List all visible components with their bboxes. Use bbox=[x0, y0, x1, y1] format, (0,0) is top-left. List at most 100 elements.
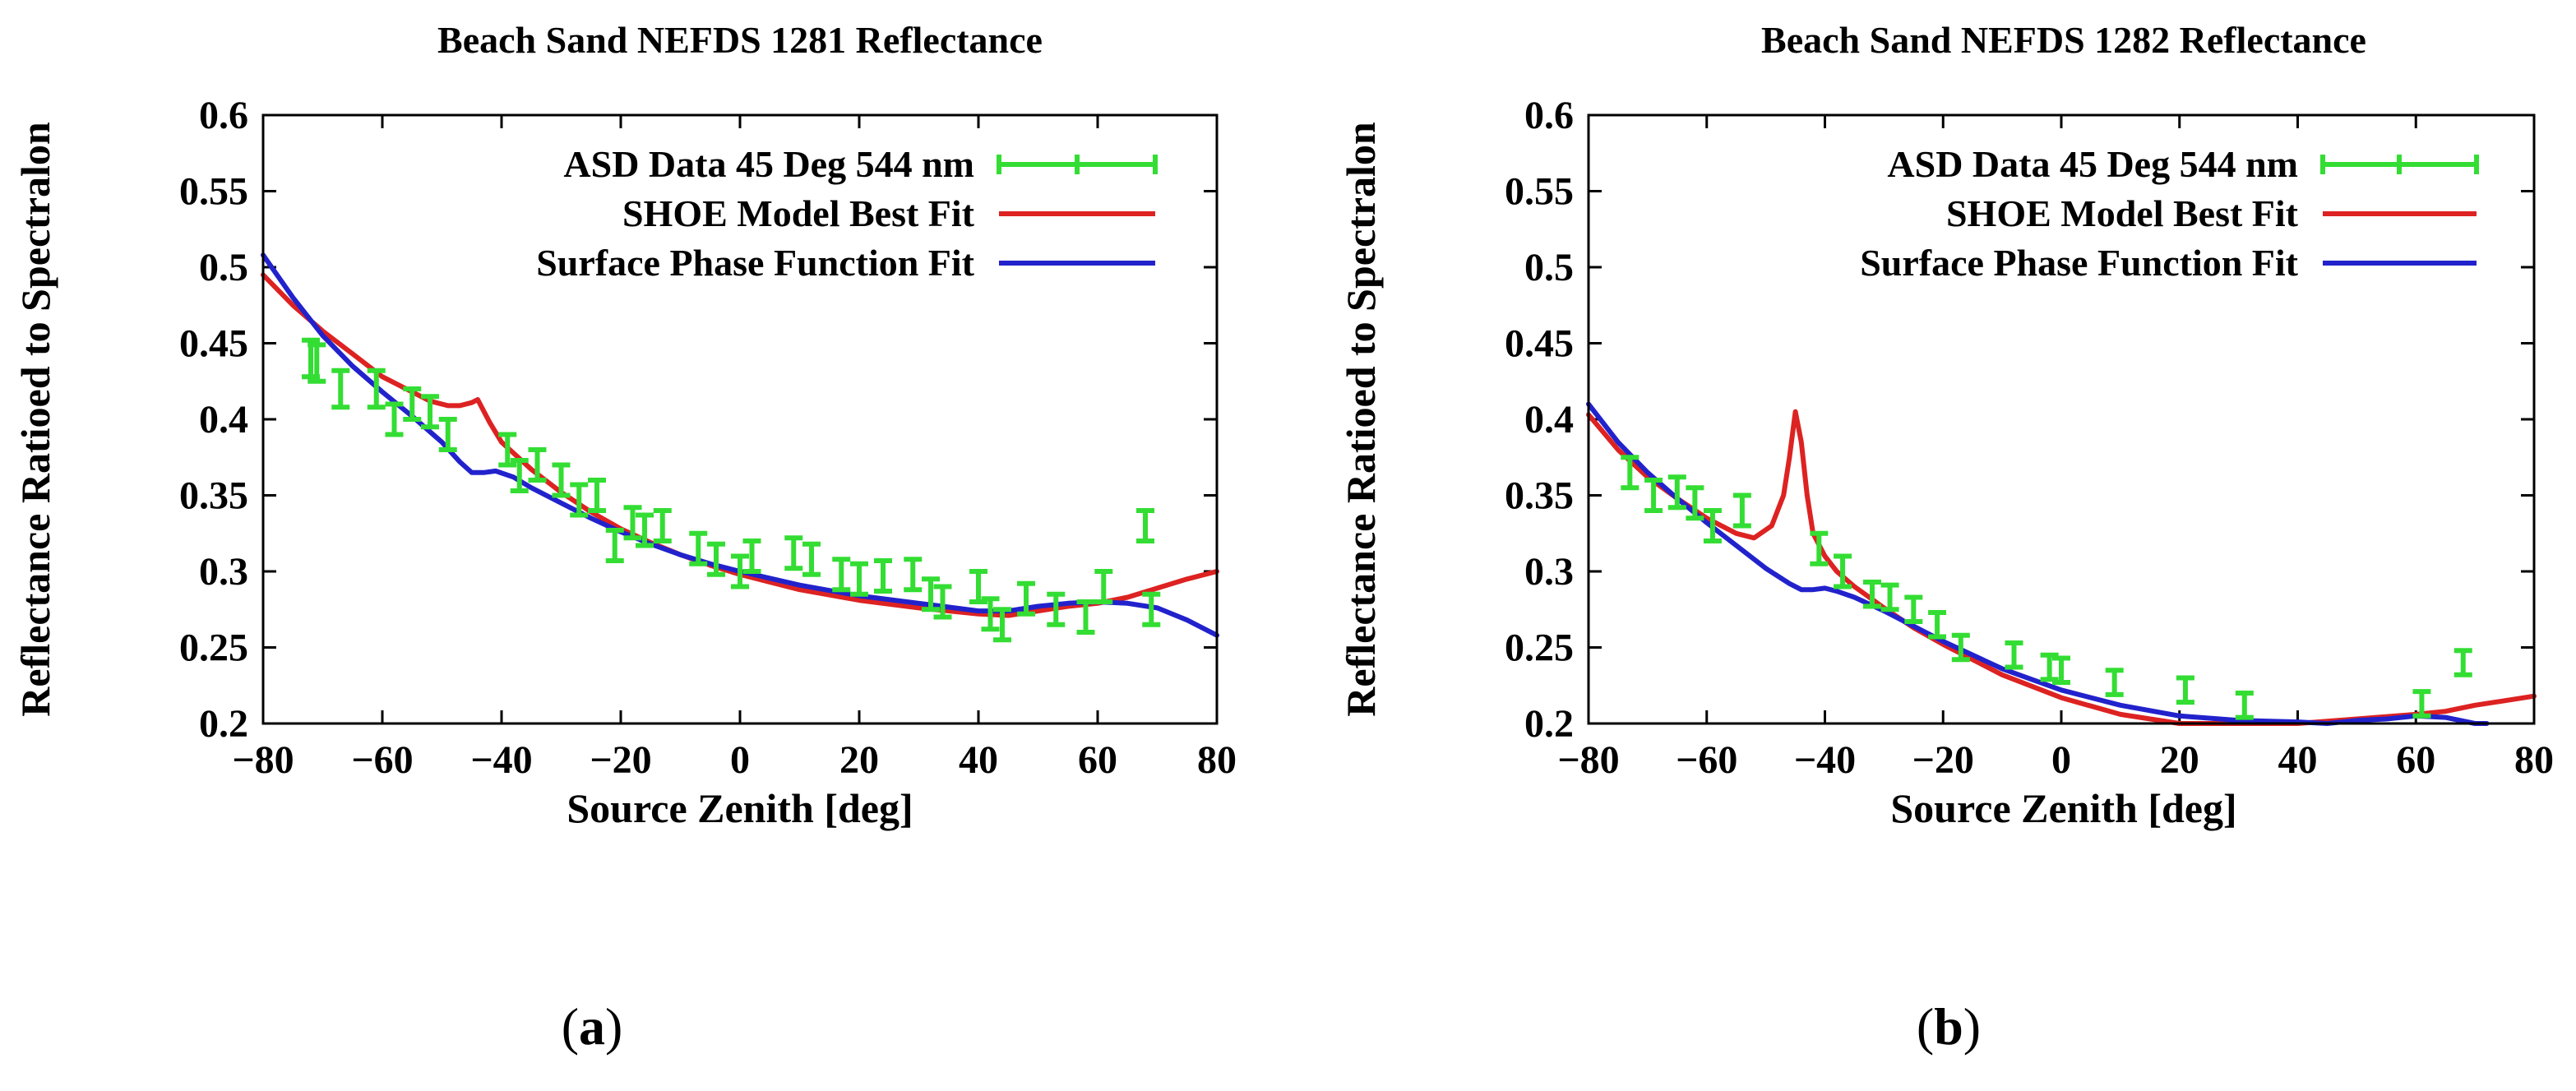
chart-a-asd-point bbox=[653, 508, 672, 543]
chart-a-asd-point bbox=[1142, 591, 1161, 627]
chart-a-asd-point bbox=[922, 576, 940, 613]
chart-a-legend-swatch-asd bbox=[997, 155, 1158, 174]
chart-panel-b: Beach Sand NEFDS 1282 Reflectance Reflec… bbox=[1338, 19, 2554, 1056]
chart-a-xtick-label: −80 bbox=[232, 738, 294, 782]
chart-b-asd-point bbox=[1880, 582, 1899, 613]
chart-a-ytick-label: 0.45 bbox=[179, 322, 248, 366]
chart-b-asd-point bbox=[1621, 455, 1639, 491]
chart-a-legend-label-shoe: SHOE Model Best Fit bbox=[622, 192, 975, 234]
chart-a-asd-point bbox=[403, 386, 422, 422]
panel-label-b: (b) bbox=[1917, 997, 1981, 1056]
chart-a-xtick-label: −60 bbox=[351, 738, 413, 782]
chart-a-asd-point bbox=[331, 368, 350, 410]
chart-a-asd-point bbox=[981, 596, 1000, 632]
chart-b-asd-point bbox=[2412, 689, 2431, 719]
chart-b-asd-point bbox=[2040, 652, 2059, 682]
chart-b-xtick-label: 60 bbox=[2396, 738, 2435, 782]
chart-a-asd-point bbox=[636, 512, 654, 548]
chart-b-xtick-label: −80 bbox=[1557, 738, 1619, 782]
chart-a-ytick-label: 0.4 bbox=[199, 398, 248, 441]
chart-b-asd-point bbox=[2235, 691, 2254, 720]
chart-b-xticks: −80 −60 −40 −20 0 20 40 60 80 bbox=[1557, 115, 2554, 782]
chart-a-asd-point bbox=[552, 462, 571, 498]
chart-a-asd-point bbox=[969, 569, 987, 604]
chart-a-asd-point bbox=[784, 535, 803, 571]
chart-a-xtick-label: 80 bbox=[1197, 738, 1237, 782]
chart-a-yticks: 0.2 0.25 0.3 0.35 0.4 0.45 0.5 0.55 0.6 bbox=[179, 94, 1217, 746]
chart-a-asd-point bbox=[731, 553, 749, 589]
chart-b-ytick-label: 0.5 bbox=[1524, 246, 1574, 289]
chart-a-asd-point bbox=[1047, 591, 1066, 627]
chart-a-xtick-label: 60 bbox=[1078, 738, 1117, 782]
chart-a-xtick-label: 20 bbox=[839, 738, 879, 782]
chart-b-ytick-label: 0.25 bbox=[1505, 626, 1574, 670]
chart-b-asd-point bbox=[1667, 474, 1686, 511]
chart-b-asd-point bbox=[1732, 492, 1751, 529]
chart-a-asd-point bbox=[1136, 508, 1154, 543]
chart-b-asd-point bbox=[1904, 594, 1923, 625]
chart-b-plot bbox=[1586, 401, 2537, 726]
chart-b-ylabel: Reflectance Ratioed to Spectralon bbox=[1338, 122, 1384, 717]
chart-a-asd-point bbox=[385, 401, 404, 437]
chart-a-asd-point bbox=[623, 505, 642, 541]
chart-b-legend-label-shoe: SHOE Model Best Fit bbox=[1946, 192, 2299, 234]
chart-a-legend-label-asd: ASD Data 45 Deg 544 nm bbox=[563, 143, 974, 185]
chart-b-asd-point bbox=[1686, 485, 1704, 521]
chart-b-xlabel: Source Zenith [deg] bbox=[1890, 785, 2236, 831]
chart-b-asd-point bbox=[1703, 508, 1722, 543]
chart-a-asd-point bbox=[1076, 599, 1095, 635]
chart-b-asd-point bbox=[1644, 478, 1663, 513]
chart-b-ytick-label: 0.2 bbox=[1524, 702, 1574, 746]
chart-b-legend-label-asd: ASD Data 45 Deg 544 nm bbox=[1887, 143, 2298, 185]
chart-b-asd-point bbox=[1951, 632, 1970, 663]
chart-a-asd-point bbox=[904, 557, 923, 593]
chart-a-legend: ASD Data 45 Deg 544 nm SHOE Model Best F… bbox=[536, 143, 1158, 284]
chart-b-xtick-label: −20 bbox=[1912, 738, 1974, 782]
chart-b-frame bbox=[1587, 113, 2536, 725]
chart-a-asd-point bbox=[1094, 569, 1113, 604]
chart-a-asd-point bbox=[832, 557, 851, 593]
chart-b-asd-point bbox=[2453, 648, 2472, 677]
chart-a-xtick-label: 0 bbox=[730, 738, 750, 782]
chart-a-asd-point bbox=[933, 584, 952, 620]
chart-panel-a: Beach Sand NEFDS 1281 Reflectance Reflec… bbox=[12, 19, 1237, 1056]
chart-a-ytick-label: 0.3 bbox=[199, 550, 248, 594]
chart-a-ytick-label: 0.25 bbox=[179, 626, 248, 670]
chart-a-xticks: −80 −60 −40 −20 0 20 40 60 80 bbox=[232, 115, 1237, 782]
chart-a-xtick-label: −40 bbox=[470, 738, 532, 782]
chart-a-asd-point bbox=[850, 561, 868, 597]
chart-b-asd-point bbox=[2105, 668, 2124, 697]
chart-a-xlabel: Source Zenith [deg] bbox=[567, 785, 913, 831]
chart-a-ytick-label: 0.35 bbox=[179, 474, 248, 518]
chart-a-asd-point bbox=[689, 530, 708, 566]
chart-b-ytick-label: 0.3 bbox=[1524, 550, 1574, 594]
chart-b-xtick-label: −40 bbox=[1794, 738, 1856, 782]
chart-b-legend: ASD Data 45 Deg 544 nm SHOE Model Best F… bbox=[1860, 143, 2479, 284]
chart-a-asd-point bbox=[874, 558, 892, 594]
chart-b-ytick-label: 0.4 bbox=[1524, 398, 1574, 441]
chart-a-frame bbox=[261, 113, 1219, 725]
chart-b-asd-point bbox=[1834, 553, 1852, 589]
chart-a-plot bbox=[261, 252, 1219, 643]
chart-a-ylabel: Reflectance Ratioed to Spectralon bbox=[12, 122, 58, 717]
chart-a-ytick-label: 0.5 bbox=[199, 246, 248, 289]
chart-b-asd-point bbox=[1810, 530, 1829, 566]
chart-b-legend-label-spf: Surface Phase Function Fit bbox=[1860, 242, 2298, 284]
chart-b-xtick-label: 40 bbox=[2278, 738, 2318, 782]
chart-a-asd-point bbox=[605, 528, 624, 564]
chart-a-asd-point bbox=[438, 417, 457, 452]
chart-b-ytick-label: 0.45 bbox=[1505, 322, 1574, 366]
chart-a-asd-point bbox=[993, 607, 1011, 643]
chart-b-xtick-label: 20 bbox=[2160, 738, 2199, 782]
chart-b-xtick-label: 80 bbox=[2514, 738, 2554, 782]
chart-b-ytick-label: 0.35 bbox=[1505, 474, 1574, 518]
chart-b-asd-point bbox=[1863, 579, 1881, 609]
chart-a-asd-point bbox=[1017, 580, 1035, 617]
chart-a-asd-point bbox=[570, 482, 589, 518]
chart-a-xtick-label: 40 bbox=[959, 738, 998, 782]
chart-b-ytick-label: 0.55 bbox=[1505, 170, 1574, 214]
chart-a-asd-point bbox=[802, 541, 821, 577]
chart-b-asd-point bbox=[2005, 640, 2023, 670]
chart-a-asd-point bbox=[421, 394, 439, 430]
